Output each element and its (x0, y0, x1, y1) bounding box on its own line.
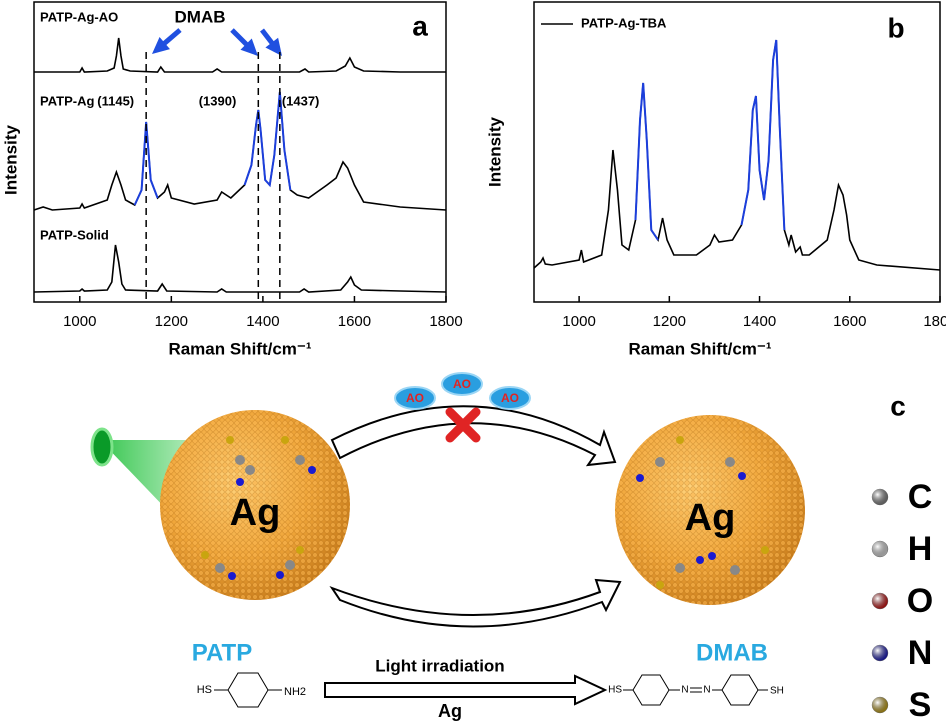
light-source (90, 427, 114, 467)
atom-shine (872, 697, 888, 713)
highlight-line (243, 91, 292, 191)
x-tick-label: 1400 (743, 313, 776, 330)
group-label: N (703, 685, 710, 696)
highlight-line (740, 39, 786, 231)
highlight-line (634, 82, 659, 241)
blocked-mark (445, 407, 481, 443)
group-label: N (681, 685, 688, 696)
x-tick-label: 1200 (155, 313, 188, 330)
x-tick-label: 1200 (653, 313, 686, 330)
group-label: HS (608, 685, 622, 696)
ring (721, 674, 759, 706)
y-axis-label: Intensity (1, 125, 20, 195)
panel-label: b (887, 12, 904, 43)
series-label: PATP-Ag (40, 93, 94, 108)
atom-shine (872, 645, 888, 661)
ao-bubble (441, 372, 483, 396)
ao-bubble (394, 386, 436, 410)
spectrum-line (533, 39, 941, 271)
x-tick-label: 1400 (246, 313, 279, 330)
x-axis-label: Raman Shift/cm⁻¹ (628, 339, 771, 358)
atom-shine (872, 541, 888, 557)
panel-label: a (412, 10, 428, 41)
highlight-line (133, 121, 159, 206)
plot-frame (33, 1, 447, 303)
reaction-arrow (330, 405, 617, 467)
x-tick-label: 1600 (338, 313, 371, 330)
peak-label: (1145) (97, 93, 134, 108)
annotation: DMAB (175, 7, 226, 26)
spectrum-line (34, 37, 446, 73)
panel-label: c (890, 390, 906, 421)
x-tick-label: 1000 (562, 313, 595, 330)
ao-label: AO (453, 377, 471, 391)
series-label: PATP-Ag-AO (40, 9, 118, 24)
ag-label: Ag (685, 497, 736, 539)
x-axis-label: Raman Shift/cm⁻¹ (168, 339, 311, 358)
atom-label: N (908, 634, 933, 672)
ring (632, 674, 670, 706)
series-label: PATP-Solid (40, 227, 109, 242)
group-label: NH2 (284, 686, 306, 698)
legend-label: PATP-Ag-TBA (581, 15, 667, 30)
ring (227, 672, 269, 708)
atom-shine (872, 489, 888, 505)
peak-label: (1437) (282, 93, 320, 108)
x-tick-label: 1600 (833, 313, 866, 330)
spectrum-line (33, 244, 447, 293)
annotation-arrowhead (240, 38, 258, 56)
spectrum-line (33, 91, 447, 211)
reaction-arrow (324, 674, 608, 706)
x-tick-label: 1800 (429, 313, 462, 330)
atom-label: H (908, 530, 933, 568)
ao-label: AO (501, 391, 519, 405)
x-tick-label: 1000 (63, 313, 96, 330)
molecules (201, 436, 769, 589)
arrow-label: Ag (438, 701, 462, 721)
y-axis-label: Intensity (485, 117, 504, 187)
group-label: SH (770, 686, 784, 697)
ao-bubble (489, 386, 531, 410)
atom-label: O (907, 582, 933, 620)
arrow-label: Light irradiation (375, 656, 504, 675)
plot-frame (533, 1, 941, 303)
reaction-arrow (329, 578, 622, 628)
annotation-arrowhead (152, 36, 170, 54)
ao-label: AO (406, 391, 424, 405)
atom-shine (872, 593, 888, 609)
reactant-label: PATP (192, 639, 252, 666)
group-label: HS (197, 684, 212, 696)
x-tick-label: 1800 (923, 313, 946, 330)
atom-label: S (909, 686, 932, 724)
peak-label: (1390) (199, 93, 237, 108)
product-label: DMAB (696, 639, 768, 666)
charts: 1000 1200 1400 1600 1800 Raman Shift/cm⁻¹ Inte… (1, 1, 946, 358)
ag-label: Ag (230, 492, 281, 534)
atom-label: C (908, 478, 933, 516)
annotation-arrowhead (265, 37, 282, 56)
